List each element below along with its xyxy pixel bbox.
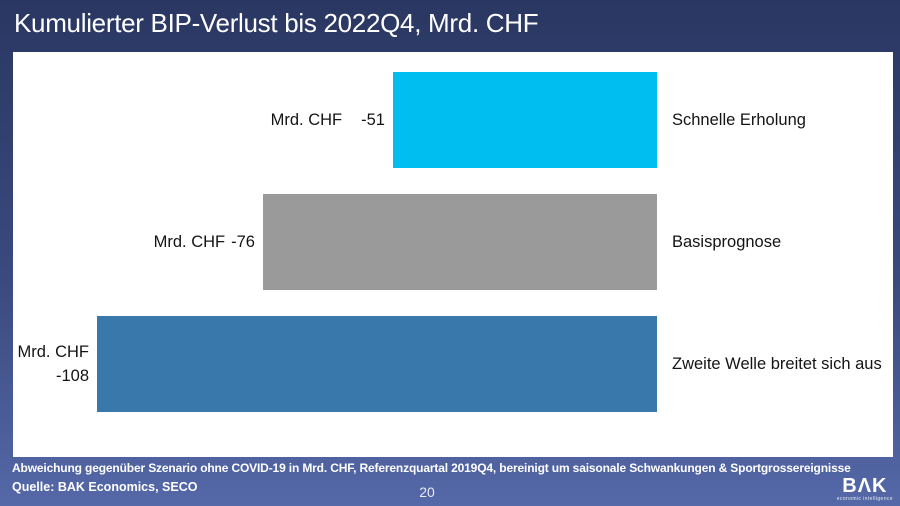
source-text: Quelle: BAK Economics, SECO xyxy=(12,480,198,494)
page-title: Kumulierter BIP-Verlust bis 2022Q4, Mrd.… xyxy=(14,8,539,38)
bar-unit-label: Mrd. CHF xyxy=(270,111,343,129)
bak-logo-text: BΛK xyxy=(842,475,888,497)
bar-value: -108 xyxy=(55,367,89,385)
bar-value-label: Mrd. CHF -108 xyxy=(13,316,90,412)
bar-row-basisprognose: Mrd. CHF -76 Basisprognose xyxy=(13,194,893,290)
bar-value: -51 xyxy=(361,111,385,129)
bar-category-label: Schnelle Erholung xyxy=(672,110,806,129)
bar-value: -76 xyxy=(231,233,255,251)
bar-row-schnelle-erholung: Mrd. CHF -51 Schnelle Erholung xyxy=(13,72,893,168)
bak-logo-tagline: economic intelligence xyxy=(836,496,893,502)
chart-panel: Mrd. CHF -51 Schnelle Erholung Mrd. CHF … xyxy=(13,52,893,457)
bar-basisprognose xyxy=(263,194,657,290)
bar-unit-label: Mrd. CHF xyxy=(153,233,226,251)
bar-row-zweite-welle: Mrd. CHF -108 Zweite Welle breitet sich … xyxy=(13,316,893,412)
bar-zweite-welle xyxy=(97,316,657,412)
bar-category-label: Zweite Welle breitet sich aus xyxy=(672,354,882,373)
bar-schnelle-erholung xyxy=(393,72,657,168)
page-number: 20 xyxy=(419,484,435,500)
bar-value-label: Mrd. CHF -51 xyxy=(13,72,385,168)
footnote-text: Abweichung gegenüber Szenario ohne COVID… xyxy=(12,461,851,475)
bar-value-label: Mrd. CHF -76 xyxy=(13,194,255,290)
footer: Abweichung gegenüber Szenario ohne COVID… xyxy=(12,461,898,495)
bar-unit-label: Mrd. CHF xyxy=(17,343,90,361)
bak-logo: BΛK economic intelligence xyxy=(837,476,893,502)
bar-category-label: Basisprognose xyxy=(672,232,782,251)
